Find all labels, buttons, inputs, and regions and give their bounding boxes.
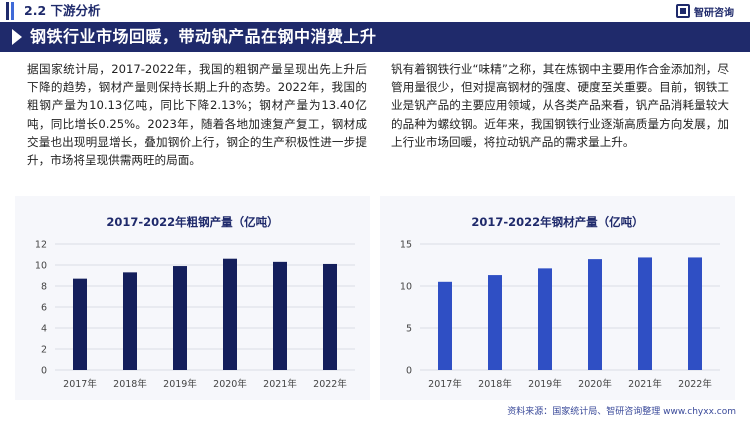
x-tick-label: 2019年 [163,378,197,390]
brand-logo-icon [676,4,690,18]
x-tick-label: 2021年 [628,378,662,390]
bar [438,281,452,370]
bar [123,272,137,370]
x-tick-label: 2017年 [428,378,462,390]
bar [688,257,702,370]
y-tick-label: 6 [41,303,47,314]
chart-title-right: 2017-2022年钢材产量（亿吨） [471,215,644,229]
banner-title: 钢铁行业市场回暖，带动钒产品在钢中消费上升 [30,27,377,46]
bar-chart-steel-products: 0 5 10 15 2017年 2018年 2019年 2020年 2021年 2022年 [400,240,720,390]
y-tick-label: 12 [35,240,47,251]
y-tick-label: 8 [41,282,47,293]
x-tick-label: 2019年 [528,378,562,390]
x-tick-label: 2017年 [63,378,97,390]
y-tick-label: 2 [41,345,47,356]
bar-chart-crude-steel: 0 2 4 6 8 10 12 2017年 2018年 2019年 2020年 2021年 2022年 [35,240,355,390]
bar [73,278,87,370]
bar [173,266,187,370]
title-banner: 钢铁行业市场回暖，带动钒产品在钢中消费上升 [0,22,750,52]
section-marker [11,2,14,20]
brand-name: 智研咨询 [694,7,734,19]
x-tick-label: 2022年 [313,378,347,390]
paragraph-right: 钒有着钢铁行业“味精”之称，其在炼钢中主要用作合金添加剂，尽管用量很少，但对提高… [391,62,729,149]
y-tick-label: 0 [41,366,47,377]
section-title: 2.2 下游分析 [24,3,101,18]
x-tick-label: 2020年 [213,378,247,390]
x-tick-label: 2021年 [263,378,297,390]
section-marker [6,2,9,20]
y-tick-label: 10 [35,261,47,272]
y-tick-label: 5 [406,324,412,335]
paragraph-left: 据国家统计局，2017-2022年，我国的粗钢产量呈现出先上升后下降的趋势，钢材… [27,62,367,168]
bar [223,258,237,370]
source-note: 资料来源：国家统计局、智研咨询整理 www.chyxx.com [507,407,736,417]
bar [588,259,602,370]
y-tick-label: 10 [400,282,412,293]
arrow-right-icon [12,29,22,45]
brand: 智研咨询 [676,3,734,19]
bar [538,268,552,370]
y-tick-label: 4 [41,324,47,335]
bar [488,275,502,370]
bar [273,261,287,370]
x-tick-label: 2018年 [478,378,512,390]
x-tick-label: 2018年 [113,378,147,390]
x-tick-label: 2020年 [578,378,612,390]
top-bar: 2.2 下游分析 智研咨询 [0,0,750,22]
x-tick-label: 2022年 [678,378,712,390]
y-tick-label: 0 [406,366,412,377]
bar [323,263,337,370]
y-tick-label: 15 [400,240,412,251]
chart-title-left: 2017-2022年粗钢产量（亿吨） [106,215,279,229]
bar [638,257,652,370]
